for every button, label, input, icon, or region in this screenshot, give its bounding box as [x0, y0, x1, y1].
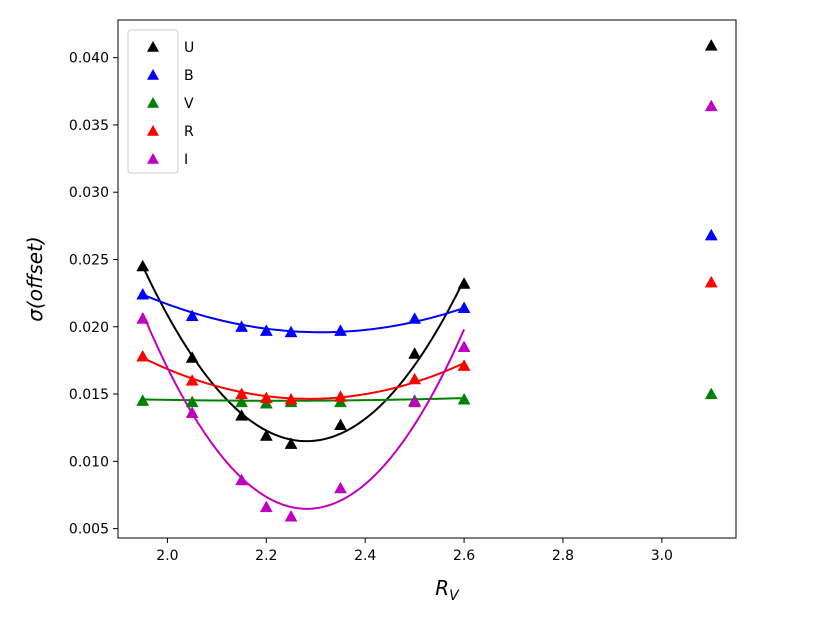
- data-point-V: [235, 395, 249, 408]
- legend-marker-I: [147, 153, 159, 164]
- data-point-V: [136, 394, 150, 406]
- data-point-B: [457, 301, 471, 313]
- x-tick-label: 2.6: [453, 548, 475, 564]
- data-point-R: [408, 372, 422, 385]
- data-point-U: [259, 429, 273, 441]
- data-point-B: [704, 228, 718, 241]
- x-tick-label: 3.0: [651, 548, 673, 564]
- y-tick-label: 0.025: [69, 252, 109, 268]
- x-tick-label: 2.8: [552, 548, 574, 564]
- x-axis-label: RV: [435, 576, 460, 604]
- y-tick-label: 0.020: [69, 320, 109, 336]
- data-point-B: [334, 324, 347, 336]
- fit-curve-I: [141, 312, 465, 510]
- legend-label-U: U: [184, 40, 194, 56]
- data-point-R: [235, 387, 249, 400]
- data-point-U: [334, 418, 347, 431]
- data-point-I: [284, 509, 298, 522]
- data-point-U: [704, 39, 718, 51]
- y-tick-label: 0.015: [69, 387, 109, 403]
- data-point-I: [457, 340, 471, 352]
- data-point-I: [704, 99, 718, 112]
- data-point-R: [284, 392, 298, 405]
- y-axis-ticks: 0.005 0.010 0.015 0.020 0.025 0.030 0.035 0.040: [69, 51, 118, 538]
- plot-area: [118, 20, 736, 538]
- x-axis-label-subscript: V: [449, 588, 460, 604]
- y-tick-label: 0.010: [69, 454, 109, 470]
- x-axis-ticks: 2.0 2.2 2.4 2.6 2.8 3.0: [156, 538, 673, 564]
- data-point-B: [408, 312, 422, 324]
- data-point-U: [408, 347, 422, 359]
- legend-marker-R: [147, 125, 159, 136]
- y-tick-label: 0.005: [69, 522, 109, 538]
- x-tick-label: 2.4: [354, 548, 376, 564]
- data-point-V: [457, 392, 471, 405]
- x-tick-label: 2.2: [255, 548, 277, 564]
- data-point-R: [259, 391, 273, 404]
- data-markers: [136, 39, 718, 522]
- legend-label-R: R: [184, 124, 194, 140]
- data-point-R: [704, 275, 718, 288]
- data-point-I: [408, 395, 422, 408]
- data-point-B: [259, 324, 273, 336]
- data-point-I: [136, 312, 150, 324]
- x-axis-label-main: R: [435, 576, 449, 600]
- legend-label-B: B: [184, 68, 194, 84]
- y-axis-label: σ(offset): [23, 236, 47, 322]
- data-point-R: [457, 359, 471, 371]
- x-tick-label: 2.0: [156, 548, 178, 564]
- data-point-B: [235, 320, 249, 332]
- legend-marker-V: [147, 97, 159, 108]
- legend-marker-U: [147, 41, 159, 52]
- legend-label-I: I: [184, 152, 188, 168]
- y-tick-label: 0.030: [69, 185, 109, 201]
- plot-frame: [117, 19, 737, 539]
- data-point-R: [185, 374, 199, 386]
- data-point-U: [284, 437, 298, 449]
- fit-curve-V: [142, 397, 465, 402]
- data-point-V: [704, 387, 718, 400]
- y-tick-label: 0.040: [69, 51, 109, 67]
- data-point-B: [136, 287, 150, 300]
- data-point-U: [185, 351, 199, 363]
- data-point-U: [136, 259, 150, 272]
- data-point-U: [235, 409, 249, 421]
- data-point-R: [136, 349, 150, 362]
- data-point-R: [334, 390, 347, 402]
- data-point-I: [235, 473, 249, 486]
- legend-marker-B: [147, 69, 159, 80]
- y-tick-label: 0.035: [69, 118, 109, 134]
- legend-label-V: V: [184, 96, 194, 112]
- data-point-B: [284, 325, 298, 338]
- data-point-I: [259, 500, 273, 513]
- data-point-I: [185, 406, 199, 418]
- data-point-U: [457, 277, 471, 289]
- data-point-I: [334, 481, 347, 494]
- data-point-B: [185, 309, 199, 322]
